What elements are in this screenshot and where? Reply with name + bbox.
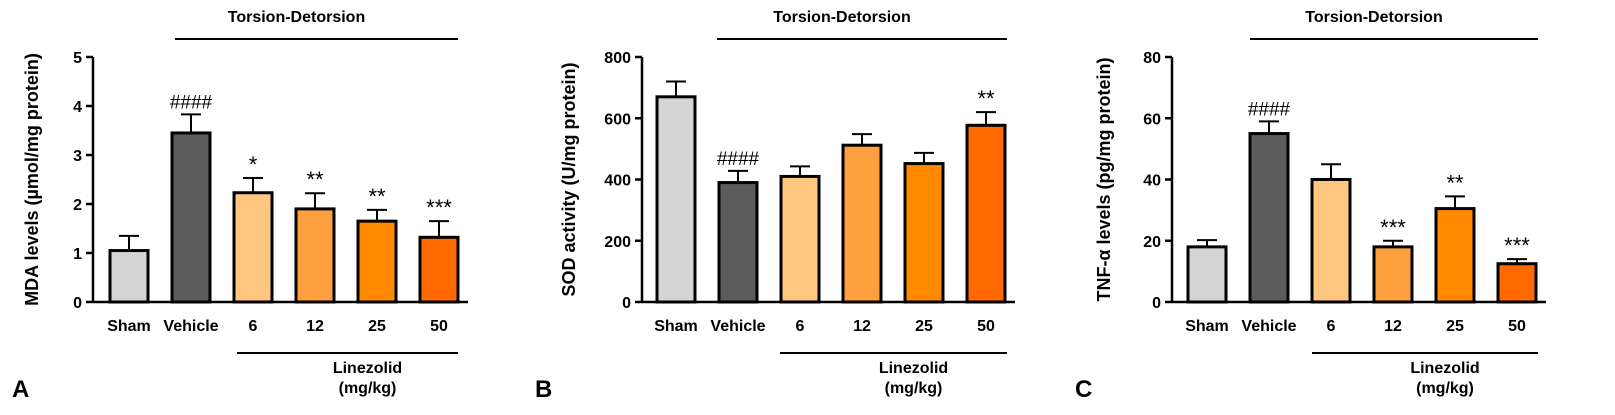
drug-group-unit-label: (mg/kg) xyxy=(1416,380,1474,397)
y-axis-label: MDA levels (µmol/mg protein) xyxy=(22,53,42,306)
significance-label: * xyxy=(249,152,258,177)
torsion-group-label: Torsion-Detorsion xyxy=(773,9,910,26)
significance-label: #### xyxy=(717,149,760,170)
panel-label: A xyxy=(12,376,29,403)
chart-panel-b: Sham #### Vehicle 6 12 25 ** 50 0 200 400 600 800 SOD… xyxy=(535,9,1015,403)
x-tick-label: Sham xyxy=(654,318,698,335)
x-tick-label: 12 xyxy=(853,318,871,335)
significance-label: *** xyxy=(1380,215,1406,240)
bar-6 xyxy=(779,174,821,304)
bar-12 xyxy=(841,143,883,304)
y-tick-label: 400 xyxy=(604,173,631,190)
significance-label: *** xyxy=(1504,233,1530,258)
y-tick-label: 40 xyxy=(1143,173,1161,190)
x-tick-label: 50 xyxy=(430,318,448,335)
drug-group-label: Linezolid xyxy=(1410,360,1479,377)
y-tick-label: 60 xyxy=(1143,111,1161,128)
y-tick-label: 2 xyxy=(73,197,82,214)
x-tick-label: 6 xyxy=(1327,318,1336,335)
bar-sham xyxy=(108,249,150,304)
x-tick-label: 25 xyxy=(915,318,933,335)
bar-vehicle xyxy=(717,181,759,304)
bar-sham xyxy=(1186,245,1228,304)
drug-group-unit-label: (mg/kg) xyxy=(885,380,943,397)
y-tick-label: 0 xyxy=(1152,295,1161,312)
x-tick-label: Vehicle xyxy=(1241,318,1296,335)
bar-50 xyxy=(965,123,1007,304)
y-tick-label: 1 xyxy=(73,246,82,263)
bar-vehicle xyxy=(1248,132,1290,304)
significance-label: ** xyxy=(368,184,386,209)
bar-sham xyxy=(655,95,697,304)
x-tick-label: 50 xyxy=(977,318,995,335)
y-tick-label: 600 xyxy=(604,111,631,128)
x-tick-label: 50 xyxy=(1508,318,1526,335)
drug-group-label: Linezolid xyxy=(879,360,948,377)
x-tick-label: Vehicle xyxy=(710,318,765,335)
y-tick-label: 800 xyxy=(604,50,631,67)
y-tick-label: 80 xyxy=(1143,50,1161,67)
significance-label: ** xyxy=(306,167,324,192)
significance-label: *** xyxy=(426,195,452,220)
significance-label: #### xyxy=(1248,99,1291,120)
bar-25 xyxy=(1434,207,1476,304)
x-tick-label: 25 xyxy=(1446,318,1464,335)
bar-25 xyxy=(903,162,945,304)
bar-12 xyxy=(1372,245,1414,304)
significance-label: #### xyxy=(170,92,213,113)
y-tick-label: 0 xyxy=(73,295,82,312)
y-axis-label: TNF-α levels (pg/mg protein) xyxy=(1094,57,1114,301)
bar-6 xyxy=(1310,178,1352,304)
x-tick-label: 6 xyxy=(249,318,258,335)
y-tick-label: 20 xyxy=(1143,234,1161,251)
x-tick-label: 25 xyxy=(368,318,386,335)
x-tick-label: Sham xyxy=(1185,318,1229,335)
x-tick-label: Sham xyxy=(107,318,151,335)
x-tick-label: 12 xyxy=(306,318,324,335)
x-tick-label: Vehicle xyxy=(163,318,218,335)
torsion-group-label: Torsion-Detorsion xyxy=(228,9,365,26)
x-tick-label: 6 xyxy=(796,318,805,335)
x-tick-label: 12 xyxy=(1384,318,1402,335)
y-tick-label: 5 xyxy=(73,50,82,67)
bar-12 xyxy=(294,207,336,304)
bar-50 xyxy=(418,235,460,304)
y-tick-label: 200 xyxy=(604,234,631,251)
torsion-group-label: Torsion-Detorsion xyxy=(1305,9,1442,26)
significance-label: ** xyxy=(1446,170,1464,195)
panel-label: C xyxy=(1075,376,1092,403)
bar-vehicle xyxy=(170,131,212,304)
bar-6 xyxy=(232,191,274,304)
bar-25 xyxy=(356,219,398,304)
chart-panel-a: Sham####Vehicle*6**12**25***50012345MDA … xyxy=(12,9,468,403)
bar-50 xyxy=(1496,262,1538,304)
drug-group-unit-label: (mg/kg) xyxy=(339,380,397,397)
panel-label: B xyxy=(535,376,552,403)
drug-group-label: Linezolid xyxy=(333,360,402,377)
significance-label: ** xyxy=(977,86,995,111)
y-tick-label: 4 xyxy=(73,99,82,116)
y-axis-label: SOD activity (U/mg protein) xyxy=(559,62,579,296)
y-tick-label: 3 xyxy=(73,148,82,165)
y-tick-label: 0 xyxy=(622,295,631,312)
chart-panel-c: Sham #### Vehicle 6 *** 12 ** 25 *** 50 0 20 40 60 80 T… xyxy=(1075,9,1546,403)
